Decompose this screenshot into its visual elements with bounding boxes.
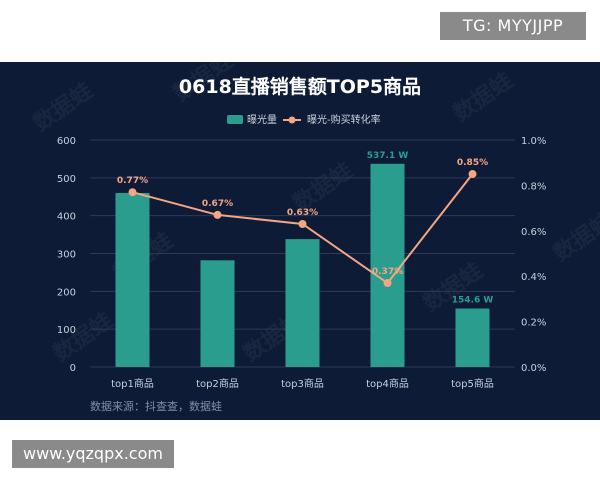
legend-bar-label: 曝光量 [247,113,277,126]
bar [200,260,235,367]
left-tick-label: 300 [57,250,76,261]
line-data-label: 0.37% [372,267,403,277]
chart-title: 0618直播销售额TOP5商品 [179,75,421,98]
bar [115,192,150,367]
legend: 曝光量 曝光-购买转化率 [227,113,381,126]
category-label: top5商品 [451,377,494,390]
category-labels: top1商品 top2商品 top3商品 top4商品 top5商品 [111,377,494,390]
left-tick-label: 500 [57,174,76,185]
right-tick-label: 1.0% [521,136,546,147]
bar-data-label: 154.6 W [452,296,494,306]
right-tick-label: 0.8% [521,181,546,192]
line-data-label: 0.85% [457,158,488,168]
watermark-text: 数据蛙 [419,258,488,317]
category-label: top2商品 [196,377,239,390]
bar [370,163,405,367]
line-point [128,188,137,197]
legend-line-label: 曝光-购买转化率 [307,113,381,126]
right-tick-label: 0.0% [521,363,546,374]
chart-panel: 数据蛙数据蛙数据蛙数据蛙数据蛙数据蛙数据蛙数据蛙数据蛙 0618直播销售额TOP… [0,48,600,420]
watermark-text: 数据蛙 [549,208,600,267]
watermark-text: 数据蛙 [49,308,118,367]
category-label: top3商品 [281,377,324,390]
legend-bar-swatch [227,115,243,124]
source-note: 数据来源：抖查查，数据蛙 [90,399,222,413]
bar [455,308,490,367]
right-axis-ticks: 0.0% 0.2% 0.4% 0.6% 0.8% 1.0% [521,136,546,374]
line-data-label: 0.67% [202,199,233,209]
left-axis-ticks: 0 100 200 300 400 500 600 [57,136,76,374]
line-point [468,170,477,179]
chart: 数据蛙数据蛙数据蛙数据蛙数据蛙数据蛙数据蛙数据蛙数据蛙 0618直播销售额TOP… [29,48,600,413]
bar-data-labels: 537.1 W 154.6 W [367,151,494,306]
line-point [213,210,222,219]
line-series [128,170,477,288]
line-data-labels: 0.77% 0.67% 0.63% 0.37% 0.85% [117,158,488,277]
left-tick-label: 100 [57,325,76,336]
line-point [298,219,307,228]
category-label: top1商品 [111,377,154,390]
line-data-label: 0.63% [287,208,318,218]
watermark-text: 数据蛙 [449,68,518,127]
right-tick-label: 0.2% [521,318,546,329]
right-tick-label: 0.6% [521,227,546,238]
tg-badge: TG: MYYJJPP [440,12,586,40]
left-tick-label: 0 [70,363,76,374]
right-tick-label: 0.4% [521,272,546,283]
line-point [383,279,392,288]
bar-series [115,163,490,367]
bar [285,239,320,367]
left-tick-label: 400 [57,212,76,223]
bar-data-label: 537.1 W [367,151,409,161]
legend-line-marker [288,116,296,124]
category-label: top4商品 [366,377,409,390]
watermark-text: 数据蛙 [29,78,98,137]
left-tick-label: 600 [57,136,76,147]
url-badge: www.yqzqpx.com [12,440,174,468]
line-data-label: 0.77% [117,176,148,186]
left-tick-label: 200 [57,287,76,298]
